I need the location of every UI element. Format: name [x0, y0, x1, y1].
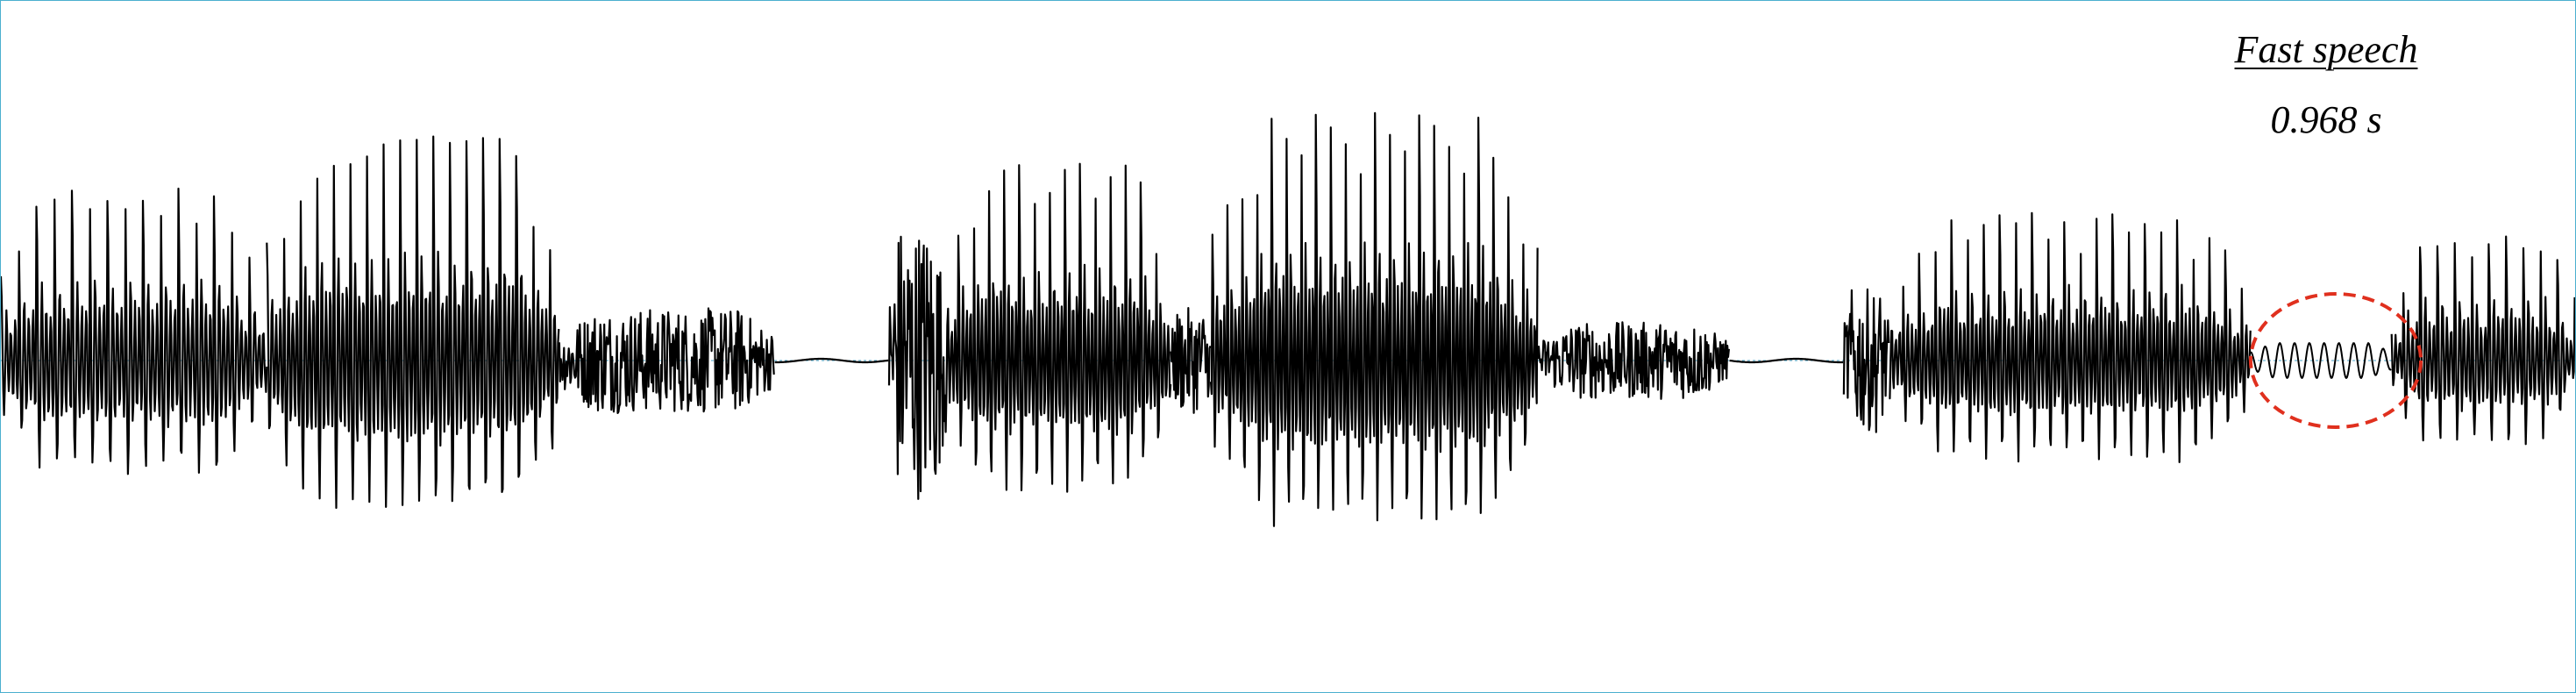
waveform-segment-10 — [1842, 288, 1890, 433]
duration-annotation: 0.968 s — [2270, 98, 2382, 141]
waveform-segment-6 — [1170, 307, 1212, 414]
waveform-segment-11 — [1889, 211, 2252, 464]
waveform-segment-13 — [2390, 235, 2575, 446]
chart-title: Fast speech — [2234, 28, 2418, 71]
waveform-segment-5 — [943, 162, 1172, 493]
waveform-segment-9 — [1729, 357, 1844, 364]
waveform-segment-8 — [1537, 321, 1730, 400]
waveform-segment-0 — [1, 187, 268, 475]
highlight-ellipse — [2248, 292, 2423, 429]
waveform-segment-12 — [2250, 342, 2392, 379]
waveform-segment-2 — [558, 307, 775, 414]
waveform-segment-4 — [887, 235, 946, 500]
waveform-segment-3 — [774, 357, 889, 364]
waveform-segment-7 — [1209, 111, 1539, 527]
waveform-segment-1 — [266, 135, 560, 510]
